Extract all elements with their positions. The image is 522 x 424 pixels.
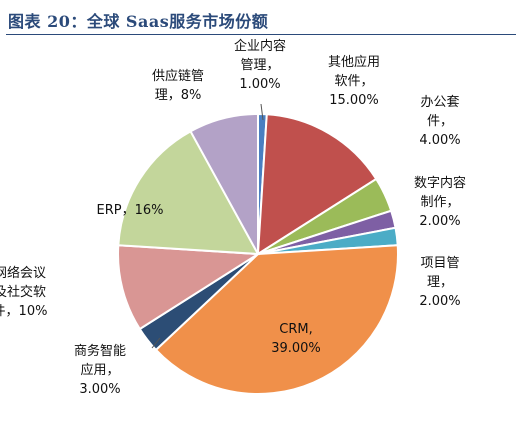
slice-label-line: 软件，	[334, 74, 373, 89]
slice-label-line: 4.00%	[419, 133, 460, 148]
pie-slice	[256, 113, 378, 256]
slice-label: ERP，16%	[97, 203, 164, 218]
slice-label-line: 制作，	[420, 195, 459, 210]
slice-label: CRM, 39.00%	[271, 322, 321, 356]
slice-label-line: 数字内容	[414, 175, 466, 191]
slice-label: 网络会议及社交软件，10%	[0, 265, 47, 319]
slice-label-line: 供应链管	[152, 68, 204, 84]
slice-label-line: 及社交软	[0, 284, 46, 300]
slice-label-line: ERP，16%	[97, 203, 164, 218]
slice-label-line: 1.00%	[239, 77, 280, 92]
leader-line	[260, 103, 264, 121]
slice-label-line: 理，	[427, 275, 453, 290]
title-bar: 图表 20：全球 Saas服务市场份额	[6, 4, 516, 35]
slice-label-line: 2.00%	[419, 294, 460, 309]
slice-label-line: 企业内容	[234, 38, 286, 54]
slice-label-line: 其他应用	[328, 54, 380, 70]
chart-title: 图表 20：全球 Saas服务市场份额	[8, 12, 269, 31]
slice-label-line: 3.00%	[79, 382, 120, 397]
slice-label-line: 件，	[427, 114, 453, 129]
pie-slice	[117, 129, 260, 256]
pie-slice	[154, 244, 399, 395]
slice-label-line: 理，8%	[155, 88, 202, 103]
slice-label-line: 39.00%	[271, 341, 321, 356]
slice-label-line: 网络会议	[0, 265, 46, 281]
slice-label-line: 商务智能	[74, 343, 126, 359]
slice-label-line: 办公套	[420, 94, 459, 110]
pie-slice	[117, 244, 262, 331]
slice-label-line: 2.00%	[419, 214, 460, 229]
slice-label-line: CRM,	[279, 322, 312, 337]
pie-slice	[189, 112, 259, 255]
slice-label-line: 项目管	[420, 256, 459, 271]
slice-label-line: 应用，	[80, 362, 119, 378]
slice-label-line: 件，10%	[0, 304, 47, 319]
slice-label-line: 管理，	[240, 58, 279, 73]
leader-line	[151, 337, 161, 349]
slice-label-line: 15.00%	[329, 93, 379, 108]
